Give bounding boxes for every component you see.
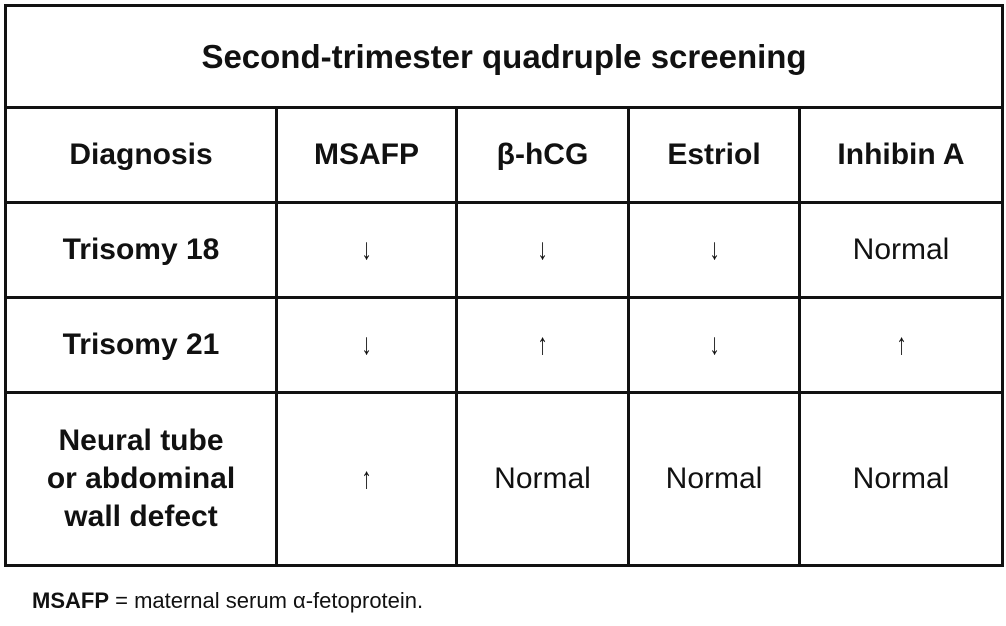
down-arrow-icon: ↓	[537, 233, 548, 266]
header-row: Diagnosis MSAFP β-hCG Estriol Inhibin A	[4, 106, 1005, 204]
table-row-trisomy-21: Trisomy 21 ↓ ↑ ↓ ↑	[4, 296, 1005, 394]
down-arrow-icon: ↓	[708, 328, 720, 361]
estriol-cell: Normal	[627, 391, 801, 567]
diagnosis-cell: Trisomy 21	[4, 296, 278, 394]
quadruple-screening-table: Second-trimester quadruple screening Dia…	[3, 4, 1005, 567]
down-arrow-icon: ↓	[361, 328, 372, 361]
diagnosis-cell: Trisomy 18	[4, 201, 278, 299]
msafp-cell: ↑	[275, 391, 458, 567]
inhibin-a-cell: Normal	[797, 391, 1005, 567]
msafp-cell: ↓	[275, 201, 458, 299]
up-arrow-icon: ↑	[361, 462, 372, 495]
down-arrow-icon: ↓	[708, 233, 720, 266]
column-header-bhcg: β-hCG	[455, 106, 630, 204]
down-arrow-icon: ↓	[361, 233, 372, 266]
diagnosis-cell: Neural tube or abdominal wall defect	[4, 391, 278, 567]
inhibin-a-cell: ↑	[797, 296, 1005, 394]
footnote-abbreviation: MSAFP	[32, 588, 109, 613]
up-arrow-icon: ↑	[895, 328, 907, 361]
estriol-cell: ↓	[627, 296, 801, 394]
column-header-msafp: MSAFP	[275, 106, 458, 204]
column-header-diagnosis: Diagnosis	[4, 106, 278, 204]
column-header-inhibin-a: Inhibin A	[797, 106, 1005, 204]
inhibin-a-cell: Normal	[797, 201, 1005, 299]
estriol-cell: ↓	[627, 201, 801, 299]
bhcg-cell: ↑	[455, 296, 630, 394]
diagnosis-line: wall defect	[64, 500, 218, 533]
footnote-definition: = maternal serum α-fetoprotein.	[109, 588, 424, 613]
bhcg-cell: ↓	[455, 201, 630, 299]
diagnosis-line: Neural tube	[58, 424, 224, 457]
column-header-estriol: Estriol	[627, 106, 801, 204]
title-row: Second-trimester quadruple screening	[3, 4, 1005, 109]
footnote: MSAFP = maternal serum α-fetoprotein.	[32, 588, 423, 614]
table-row-trisomy-18: Trisomy 18 ↓ ↓ ↓ Normal	[4, 201, 1005, 299]
table-row-neural-tube-defect: Neural tube or abdominal wall defect ↑ N…	[4, 391, 1005, 567]
table-title: Second-trimester quadruple screening	[3, 4, 1005, 109]
up-arrow-icon: ↑	[537, 328, 548, 361]
diagnosis-line: or abdominal	[46, 462, 236, 495]
bhcg-cell: Normal	[455, 391, 630, 567]
msafp-cell: ↓	[275, 296, 458, 394]
